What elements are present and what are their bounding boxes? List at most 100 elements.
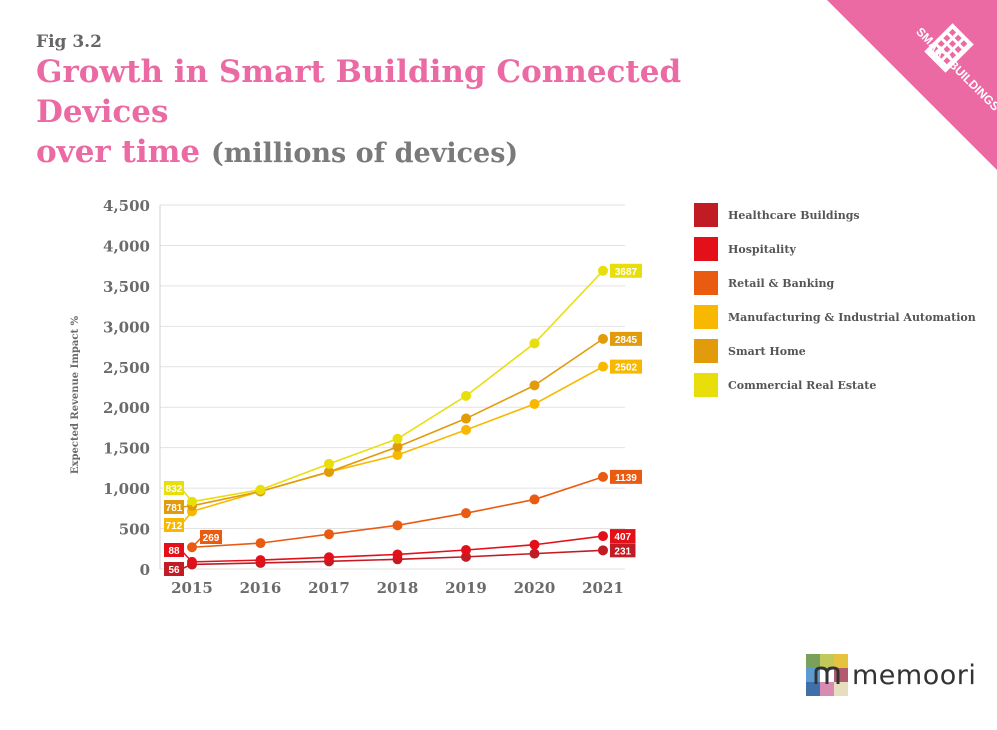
data-point bbox=[529, 398, 540, 409]
x-tick-label: 2019 bbox=[445, 579, 487, 597]
y-tick-label: 4,500 bbox=[103, 197, 150, 215]
legend-label: Commercial Real Estate bbox=[728, 378, 877, 392]
legend-label: Retail & Banking bbox=[728, 276, 835, 290]
data-point bbox=[598, 265, 608, 276]
start-label-box bbox=[164, 543, 184, 557]
data-point bbox=[255, 538, 266, 549]
data-point bbox=[598, 471, 608, 482]
chart-legend: Healthcare Buildings Hospitality Retail & … bbox=[694, 198, 976, 402]
data-point bbox=[598, 545, 608, 556]
y-tick-label: 3,000 bbox=[103, 318, 150, 336]
y-tick-label: 3,500 bbox=[103, 278, 150, 296]
end-label: 2502 bbox=[615, 363, 638, 374]
data-point bbox=[392, 441, 403, 452]
legend-swatch bbox=[694, 305, 718, 329]
end-label: 2845 bbox=[615, 335, 638, 346]
end-label: 231 bbox=[614, 546, 631, 557]
data-point bbox=[255, 484, 266, 495]
x-tick-label: 2020 bbox=[514, 579, 556, 597]
end-label-box bbox=[610, 331, 642, 346]
end-label-box bbox=[610, 529, 636, 544]
x-tick-label: 2017 bbox=[308, 579, 350, 597]
chart-title: Growth in Smart Building Connected Devic… bbox=[36, 52, 796, 174]
end-label-box bbox=[610, 469, 642, 484]
start-label: 781 bbox=[166, 503, 183, 514]
data-point bbox=[461, 551, 471, 562]
data-point bbox=[598, 361, 608, 372]
start-label: 712 bbox=[166, 521, 183, 532]
end-label-box bbox=[610, 359, 642, 374]
building-grid-icon bbox=[924, 23, 974, 73]
data-point bbox=[461, 508, 471, 519]
start-label-box bbox=[200, 530, 222, 544]
legend-swatch bbox=[694, 271, 718, 295]
legend-item: Retail & Banking bbox=[694, 266, 976, 300]
data-point bbox=[461, 413, 471, 424]
data-point bbox=[392, 549, 403, 560]
legend-swatch bbox=[694, 237, 718, 261]
end-label-box bbox=[610, 543, 636, 558]
data-point bbox=[324, 466, 334, 477]
title-line-1: Growth in Smart Building Connected Devic… bbox=[36, 54, 682, 130]
memoori-logo: memoori bbox=[806, 654, 976, 696]
legend-label: Healthcare Buildings bbox=[728, 208, 860, 222]
data-point bbox=[598, 333, 608, 344]
end-label: 1139 bbox=[615, 473, 637, 484]
data-point bbox=[598, 531, 608, 542]
y-tick-label: 2,000 bbox=[103, 399, 150, 417]
series-line bbox=[191, 476, 604, 549]
data-point bbox=[324, 529, 334, 540]
start-label-box bbox=[164, 500, 184, 514]
series-line bbox=[191, 338, 604, 507]
legend-item: Healthcare Buildings bbox=[694, 198, 976, 232]
legend-label: Smart Home bbox=[728, 344, 806, 358]
y-tick-label: 1,000 bbox=[103, 480, 150, 498]
y-axis-title: Expected Revenue Impact % bbox=[70, 315, 81, 474]
legend-item: Smart Home bbox=[694, 334, 976, 368]
data-point bbox=[461, 424, 471, 435]
x-tick-label: 2018 bbox=[377, 579, 419, 597]
y-tick-label: 0 bbox=[140, 561, 150, 579]
data-point bbox=[392, 433, 403, 444]
legend-swatch bbox=[694, 203, 718, 227]
end-label: 3687 bbox=[615, 267, 638, 278]
x-tick-label: 2021 bbox=[582, 579, 624, 597]
title-subtitle: (millions of devices) bbox=[210, 138, 519, 169]
data-point bbox=[324, 552, 334, 563]
y-tick-label: 4,000 bbox=[103, 237, 150, 255]
legend-item: Manufacturing & Industrial Automation bbox=[694, 300, 976, 334]
start-label: 88 bbox=[168, 546, 180, 557]
logo-text: memoori bbox=[852, 659, 977, 691]
memoori-logo-mark bbox=[806, 654, 848, 696]
start-label: 269 bbox=[203, 533, 220, 544]
legend-swatch bbox=[694, 373, 718, 397]
start-label: 832 bbox=[166, 484, 183, 495]
y-tick-label: 1,500 bbox=[103, 440, 150, 458]
data-point bbox=[461, 544, 471, 555]
title-line-2: over time bbox=[36, 134, 201, 170]
data-point bbox=[529, 539, 540, 550]
x-tick-label: 2016 bbox=[240, 579, 282, 597]
end-label-box bbox=[610, 263, 642, 278]
end-label: 407 bbox=[614, 532, 631, 543]
figure-label: Fig 3.2 bbox=[36, 32, 102, 52]
legend-swatch bbox=[694, 339, 718, 363]
data-point bbox=[392, 449, 403, 460]
data-point bbox=[529, 548, 540, 559]
start-label-box bbox=[164, 481, 184, 495]
start-label-box bbox=[164, 562, 184, 576]
legend-item: Hospitality bbox=[694, 232, 976, 266]
legend-label: Hospitality bbox=[728, 242, 796, 256]
data-point bbox=[529, 338, 540, 349]
data-point bbox=[461, 390, 471, 401]
series-line bbox=[191, 270, 604, 503]
start-label: 56 bbox=[168, 565, 180, 576]
data-point bbox=[529, 380, 540, 391]
y-tick-label: 2,500 bbox=[103, 359, 150, 377]
data-point bbox=[324, 458, 334, 469]
legend-label: Manufacturing & Industrial Automation bbox=[728, 310, 976, 324]
data-point bbox=[255, 555, 266, 566]
smart-buildings-badge: SMART BUILDINGS bbox=[827, 0, 997, 170]
legend-item: Commercial Real Estate bbox=[694, 368, 976, 402]
